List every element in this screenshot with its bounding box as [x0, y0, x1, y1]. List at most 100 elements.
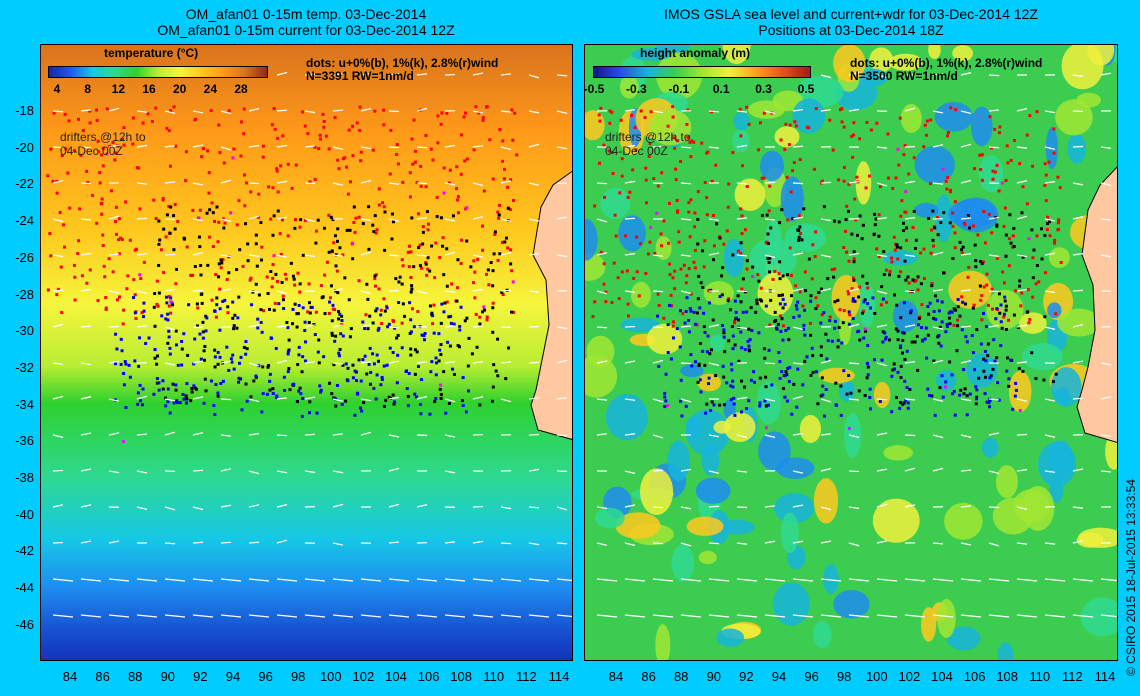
current-vector — [444, 218, 456, 222]
drifter-dot — [227, 109, 231, 113]
drifter-dot — [46, 174, 50, 178]
current-vector — [80, 362, 92, 366]
current-vector — [472, 254, 484, 258]
current-vector — [680, 290, 692, 295]
drifter-dot — [610, 300, 614, 304]
drifter-dot — [789, 273, 793, 277]
drifter-dot — [825, 357, 829, 361]
current-vector — [680, 325, 692, 328]
current-vector — [472, 361, 484, 364]
drifter-dot — [745, 310, 749, 314]
drifter-dot — [195, 387, 199, 391]
drifter-dot — [346, 379, 350, 383]
drifter-dot — [705, 402, 709, 406]
drifter-dot — [269, 217, 273, 221]
current-vector — [416, 107, 428, 112]
colorbar-tick: 20 — [172, 82, 187, 96]
drifter-dot — [1052, 241, 1056, 245]
drifter-dot — [960, 248, 964, 252]
current-vector — [360, 398, 372, 402]
drifter-dot — [201, 320, 205, 324]
drifter-dot — [1005, 144, 1009, 148]
drifter-dot — [780, 370, 784, 374]
drifter-dot — [896, 338, 900, 342]
drifter-dot — [730, 325, 734, 329]
drifter-dot — [337, 351, 341, 355]
drifter-dot — [937, 309, 941, 313]
current-vector — [1100, 72, 1112, 76]
current-vector — [220, 614, 242, 618]
drifter-dot — [490, 399, 494, 403]
drifter-dot — [400, 346, 404, 350]
current-vector — [680, 146, 692, 149]
drifter-dot — [902, 401, 906, 405]
current-vector — [708, 146, 720, 149]
current-vector — [472, 325, 484, 328]
drifter-dot — [197, 235, 201, 239]
current-vector — [680, 362, 692, 365]
drifter-dot — [834, 403, 838, 407]
drifter-dot — [102, 264, 106, 268]
drifter-dot — [287, 338, 291, 342]
current-vector — [1072, 110, 1084, 113]
drifter-dot — [412, 118, 416, 122]
drifter-dot — [850, 232, 854, 236]
drifter-dot — [347, 298, 351, 302]
current-vector — [792, 182, 804, 185]
current-vector — [444, 325, 456, 328]
drifter-dot — [478, 315, 482, 319]
drifter-dot — [664, 372, 668, 376]
drifter-dot — [166, 312, 170, 316]
drifter-dot — [466, 364, 470, 368]
drifter-dot — [351, 376, 355, 380]
drifter-dot — [395, 142, 399, 146]
drifter-dot — [722, 242, 726, 246]
drifter-dot — [949, 106, 953, 110]
current-vector — [332, 72, 344, 76]
drifter-dot — [900, 330, 904, 334]
drifter-dot — [897, 163, 901, 167]
drifter-dot — [274, 346, 278, 350]
drifter-dot — [720, 293, 724, 297]
drifter-dot — [221, 379, 225, 383]
drifter-dot — [720, 323, 724, 327]
drifter-dot — [1014, 388, 1018, 392]
drifter-dot — [510, 108, 514, 112]
drifter-dot — [819, 345, 823, 349]
current-vector — [960, 325, 972, 328]
drifter-dot — [1043, 162, 1047, 166]
drifter-dot — [1014, 289, 1018, 293]
drifter-dot — [101, 146, 105, 150]
drifter-dot — [431, 158, 435, 162]
drifter-dot — [992, 338, 996, 342]
drifter-dot — [946, 131, 950, 135]
drifter-dot — [297, 345, 301, 349]
current-vector — [904, 290, 916, 293]
drifter-dot — [515, 153, 519, 157]
drifter-dot — [726, 205, 730, 209]
drifter-dot — [301, 397, 305, 401]
drifter-dot — [117, 252, 121, 256]
drifter-dot — [244, 382, 248, 386]
drifter-dot — [762, 111, 766, 115]
drifter-dot — [107, 257, 111, 261]
drifter-dot — [752, 370, 756, 374]
current-vector — [220, 434, 232, 437]
drifter-dot — [164, 396, 168, 400]
drifter-dot — [936, 233, 940, 237]
drifter-dot — [699, 390, 703, 394]
drifter-dot — [866, 286, 870, 290]
drifter-dot — [276, 190, 280, 194]
drifter-dot — [417, 246, 421, 250]
drifter-dot — [956, 318, 960, 322]
drifter-dot — [740, 346, 744, 350]
current-vector — [792, 540, 804, 544]
lat-label: -40 — [15, 506, 34, 522]
current-vector — [596, 578, 618, 582]
drifter-dot — [169, 311, 173, 315]
drifter-dot — [892, 235, 896, 239]
drifter-dot — [341, 334, 345, 338]
drifter-dot — [838, 108, 842, 112]
drifter-dot — [272, 214, 276, 218]
drifter-dot — [666, 404, 670, 408]
